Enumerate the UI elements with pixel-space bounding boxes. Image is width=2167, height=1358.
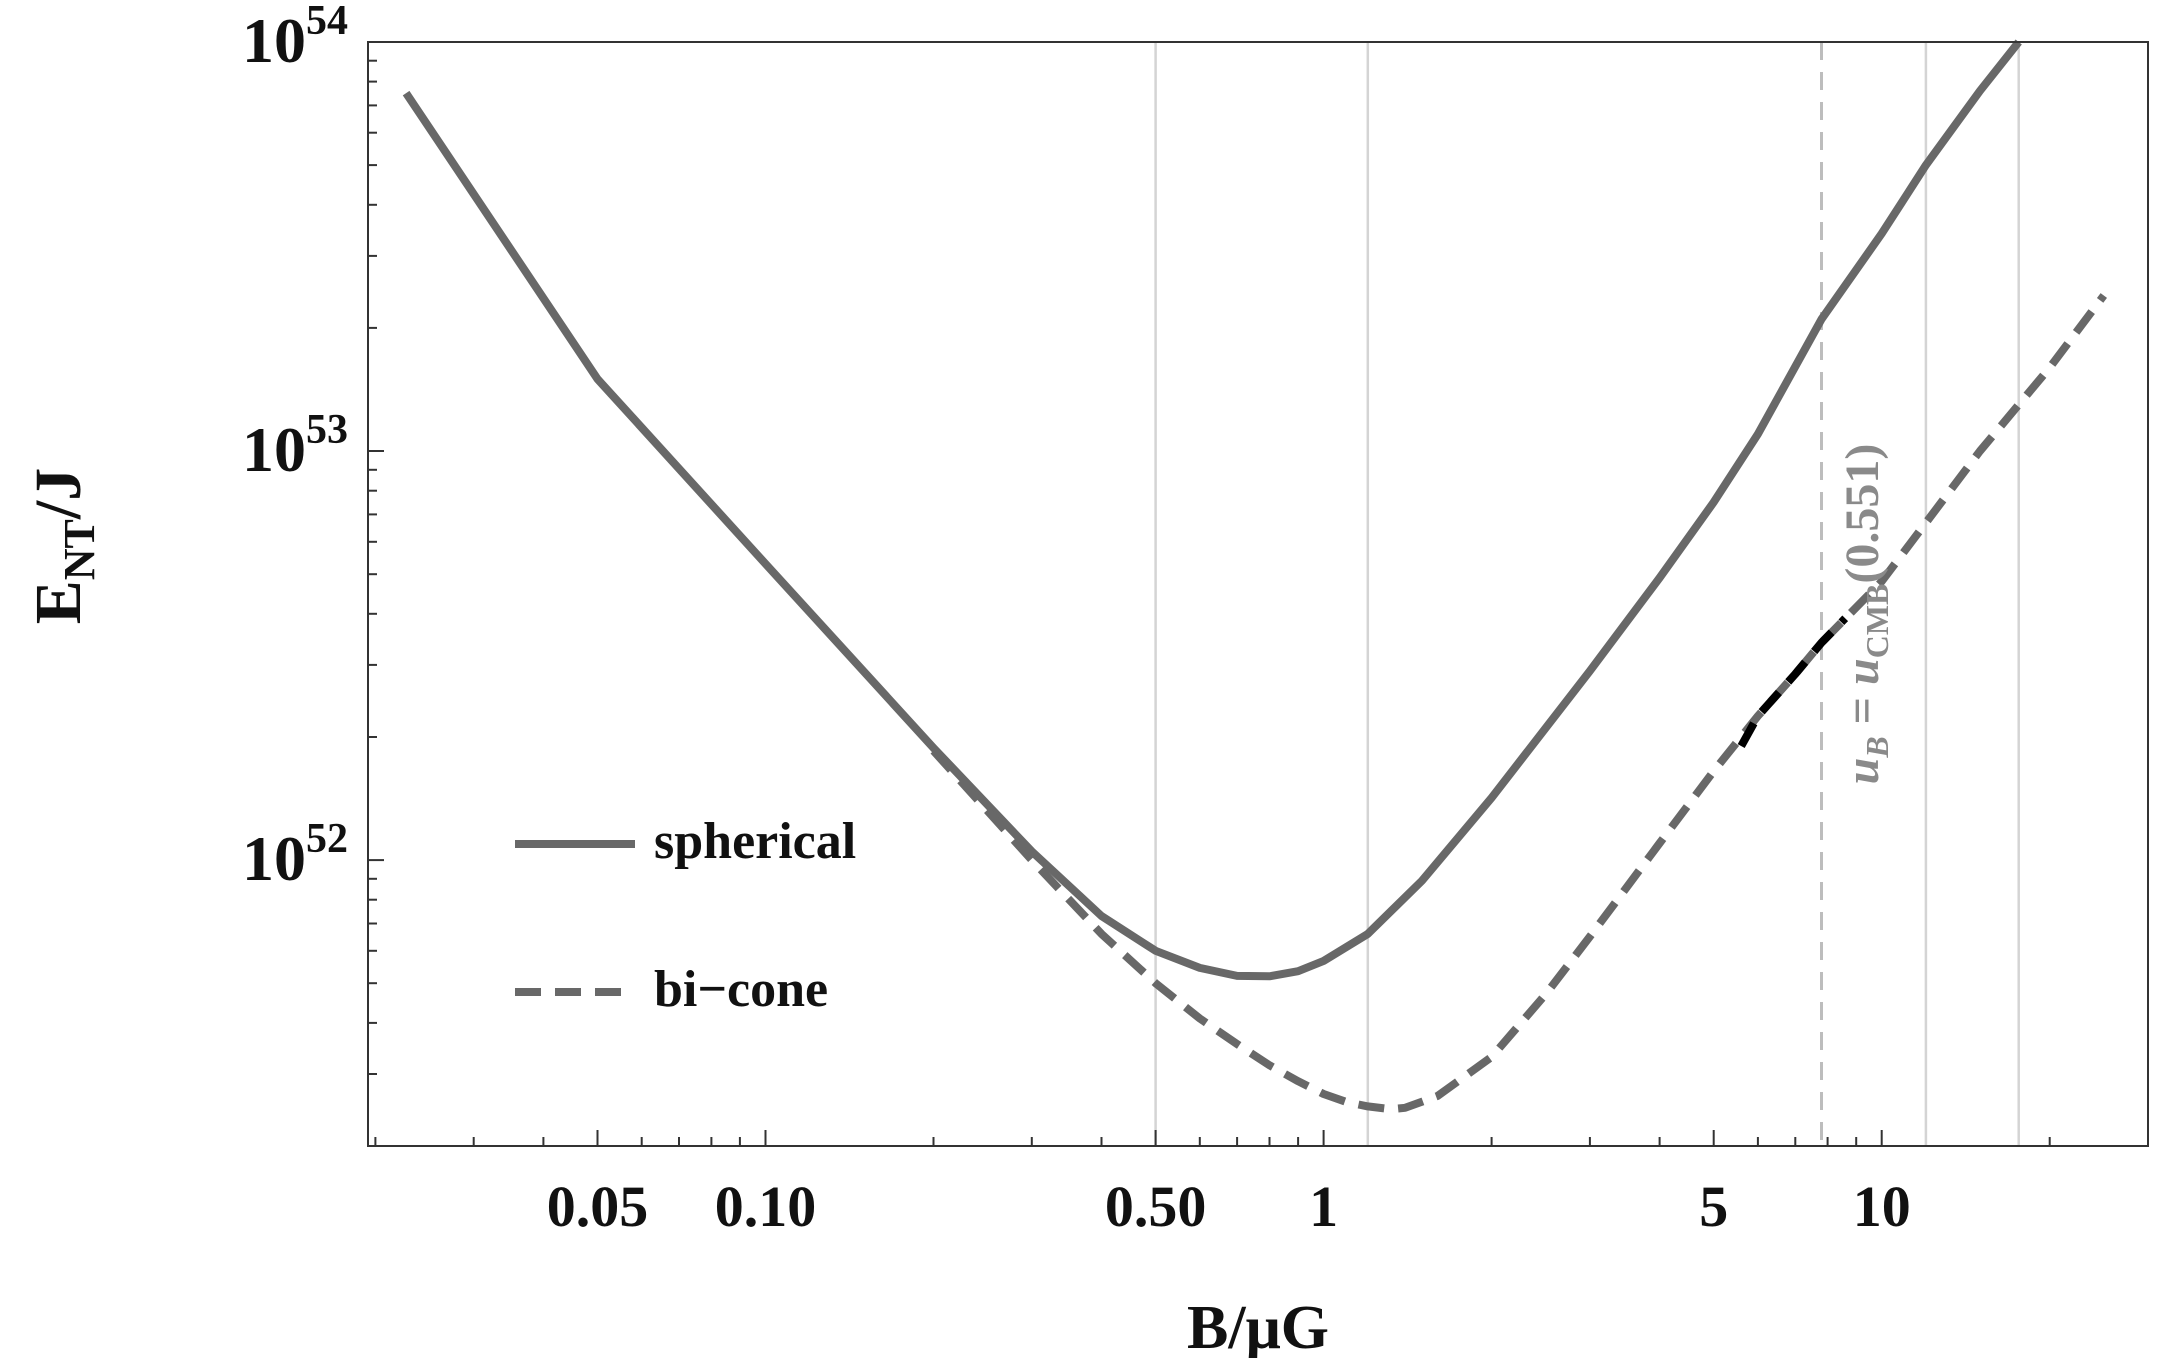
legend-label-spherical: spherical (654, 813, 856, 870)
reference-annotation: uB = uCMB(0.551) (1836, 444, 1895, 785)
y-axis-label-main: E (22, 580, 95, 624)
y-axis-label-sub: NT (55, 519, 104, 580)
x-tick-label: 0.50 (1105, 1174, 1207, 1239)
y-tick-label: 1053 (242, 407, 348, 485)
y-axis-label-tail: /J (22, 468, 95, 520)
x-tick-label: 10 (1853, 1174, 1911, 1239)
x-tick-label: 5 (1699, 1174, 1728, 1239)
plot-frame (367, 41, 2149, 1147)
series-layer (402, 39, 2107, 1114)
series-line-spherical (402, 39, 2022, 981)
x-axis-label: B/μG (1187, 1294, 1329, 1358)
x-tick-labels: 0.05 0.10 0.50 1 5 10 (547, 1174, 1911, 1239)
x-tick-label: 0.05 (547, 1174, 649, 1239)
y-tick-label: 1052 (242, 816, 348, 894)
series-line-bi-cone (930, 293, 2107, 1114)
y-tick-label: 1054 (242, 0, 348, 76)
x-tick-label: 0.10 (715, 1174, 817, 1239)
y-axis-label: ENT/J (22, 468, 104, 625)
tick-marks (368, 59, 2051, 1147)
series-line-segment-2 (1737, 615, 1849, 749)
legend: spherical bi−cone (515, 813, 856, 1018)
x-tick-label: 1 (1309, 1174, 1338, 1239)
y-tick-labels: 1052 1053 1054 (242, 0, 348, 894)
gridlines (1154, 42, 2020, 1146)
legend-label-bi-cone: bi−cone (654, 961, 828, 1018)
